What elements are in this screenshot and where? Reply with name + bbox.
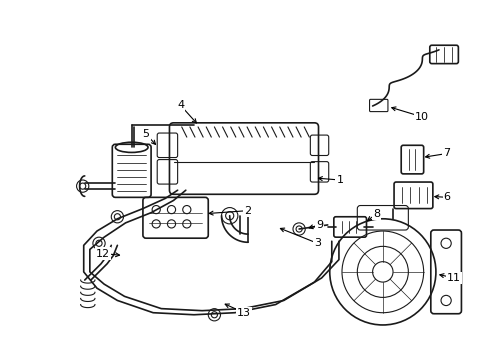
Text: 10: 10 — [414, 112, 428, 122]
Text: 4: 4 — [177, 100, 184, 111]
Text: 3: 3 — [313, 238, 320, 248]
Text: 7: 7 — [443, 148, 450, 158]
Text: 5: 5 — [142, 129, 149, 139]
Text: 8: 8 — [372, 209, 380, 219]
Text: 12: 12 — [96, 248, 110, 258]
Text: 9: 9 — [315, 220, 323, 230]
Text: 2: 2 — [244, 206, 251, 216]
Text: 13: 13 — [237, 308, 250, 318]
Text: 6: 6 — [443, 192, 450, 202]
Text: 11: 11 — [447, 273, 460, 283]
Text: 1: 1 — [336, 175, 343, 185]
